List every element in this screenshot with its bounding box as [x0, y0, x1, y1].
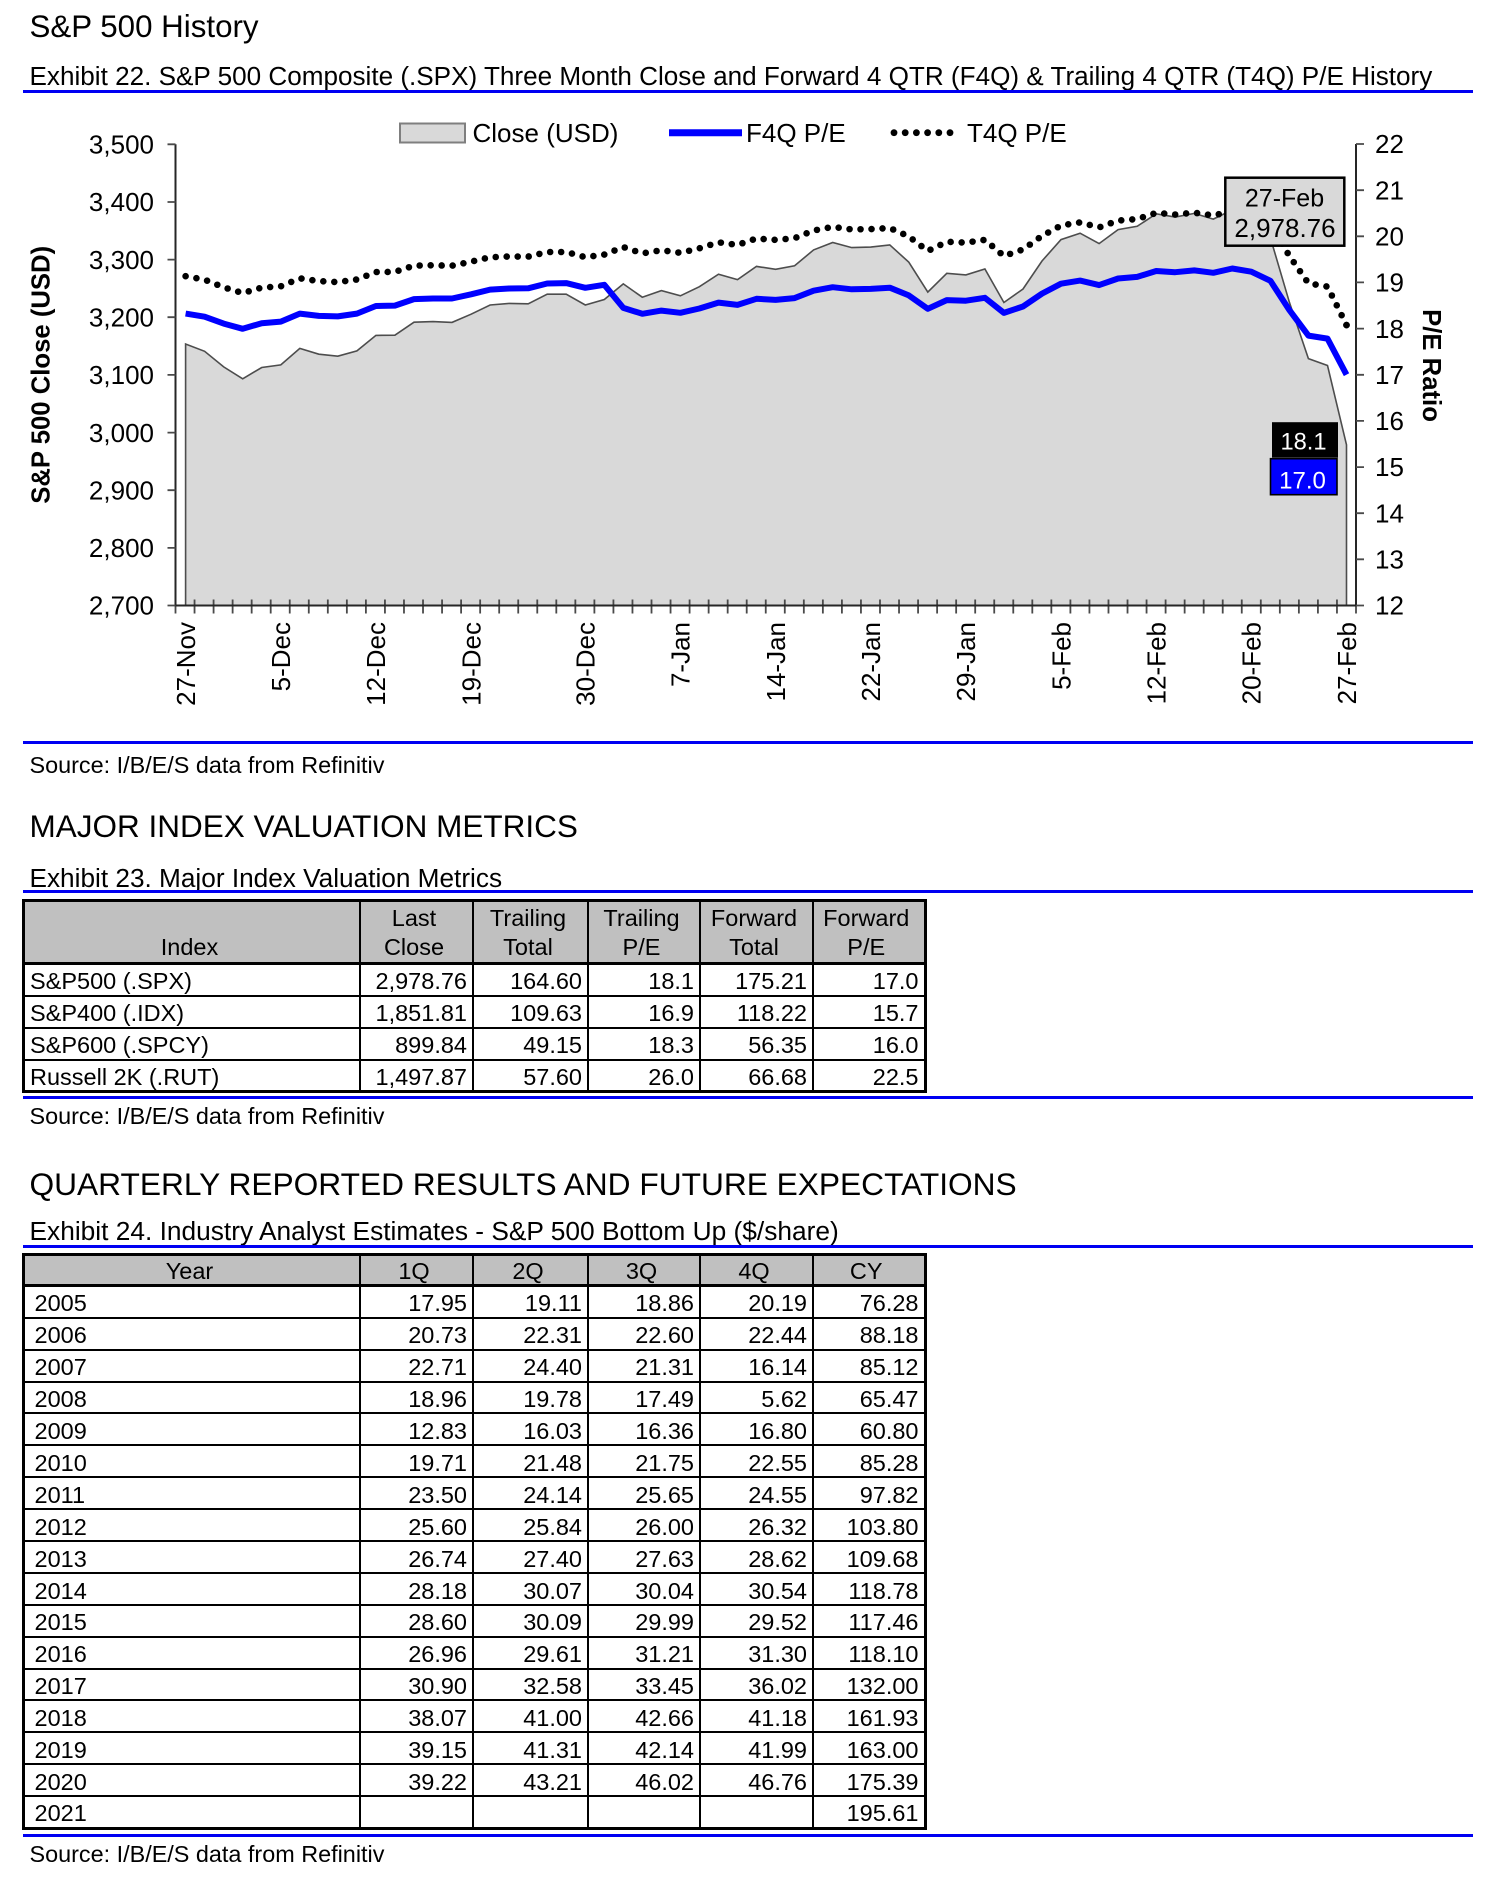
svg-text:2,700: 2,700 [89, 591, 154, 621]
svg-text:30-Dec: 30-Dec [571, 622, 601, 706]
svg-text:T4Q P/E: T4Q P/E [967, 118, 1067, 148]
svg-text:20: 20 [1375, 222, 1404, 252]
svg-text:5-Feb: 5-Feb [1046, 622, 1076, 690]
svg-text:5-Dec: 5-Dec [266, 622, 296, 691]
svg-text:21: 21 [1375, 175, 1404, 205]
svg-text:22-Jan: 22-Jan [856, 622, 886, 702]
svg-text:22: 22 [1375, 129, 1404, 159]
svg-text:3,000: 3,000 [89, 418, 154, 448]
svg-text:S&P 500 Close (USD): S&P 500 Close (USD) [28, 246, 56, 504]
svg-text:29-Jan: 29-Jan [951, 622, 981, 702]
svg-text:27-Feb: 27-Feb [1332, 622, 1362, 704]
svg-text:P/E Ratio: P/E Ratio [1417, 309, 1445, 422]
svg-text:15: 15 [1375, 452, 1404, 482]
svg-text:19: 19 [1375, 268, 1404, 298]
svg-text:3,300: 3,300 [89, 245, 154, 275]
svg-text:16: 16 [1375, 406, 1404, 436]
svg-text:Close (USD): Close (USD) [473, 118, 619, 148]
svg-text:12: 12 [1375, 591, 1404, 621]
svg-text:2,900: 2,900 [89, 475, 154, 505]
svg-text:18.1: 18.1 [1280, 430, 1326, 456]
svg-text:14-Jan: 14-Jan [761, 622, 791, 702]
svg-text:3,100: 3,100 [89, 360, 154, 390]
svg-text:19-Dec: 19-Dec [456, 622, 486, 706]
svg-text:12-Feb: 12-Feb [1142, 622, 1172, 704]
svg-text:2,978.76: 2,978.76 [1234, 213, 1335, 243]
svg-text:17: 17 [1375, 360, 1404, 390]
svg-text:2,800: 2,800 [89, 533, 154, 563]
svg-text:27-Nov: 27-Nov [171, 622, 201, 706]
svg-text:3,400: 3,400 [89, 187, 154, 217]
svg-text:F4Q P/E: F4Q P/E [746, 118, 846, 148]
svg-text:3,500: 3,500 [89, 130, 154, 160]
svg-text:13: 13 [1375, 545, 1404, 575]
svg-text:14: 14 [1375, 498, 1404, 528]
svg-text:20-Feb: 20-Feb [1237, 622, 1267, 704]
svg-text:27-Feb: 27-Feb [1245, 185, 1324, 213]
svg-text:17.0: 17.0 [1279, 468, 1326, 495]
svg-text:18: 18 [1375, 314, 1404, 344]
svg-text:3,200: 3,200 [89, 302, 154, 332]
svg-text:12-Dec: 12-Dec [361, 622, 391, 706]
svg-text:7-Jan: 7-Jan [666, 622, 696, 687]
